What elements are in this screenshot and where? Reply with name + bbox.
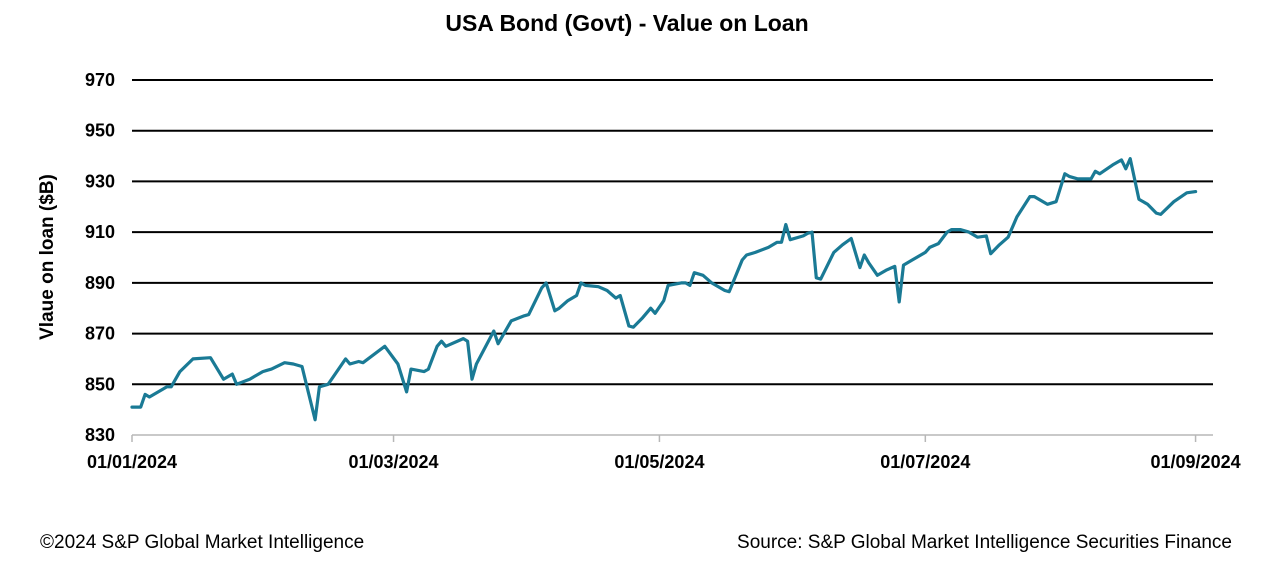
y-tick-label: 870 xyxy=(85,324,115,344)
y-tick-labels: 830 850 870 890 910 930 950 970 xyxy=(85,70,115,445)
grid-lines xyxy=(132,79,1213,386)
copyright-text: ©2024 S&P Global Market Intelligence xyxy=(40,532,365,553)
y-tick-label: 850 xyxy=(85,374,115,394)
series-line xyxy=(130,157,1198,422)
series-layer xyxy=(130,157,1198,422)
x-axis xyxy=(131,434,1213,442)
x-tick-labels: 01/01/2024 01/03/2024 01/05/2024 01/07/2024… xyxy=(87,452,1241,472)
x-tick-label: 01/07/2024 xyxy=(880,452,970,472)
y-tick-label: 970 xyxy=(85,70,115,90)
x-tick-label: 01/05/2024 xyxy=(614,452,704,472)
x-tick-label: 01/03/2024 xyxy=(348,452,438,472)
y-tick-label: 890 xyxy=(85,273,115,293)
source-text: Source: S&P Global Market Intelligence S… xyxy=(737,532,1232,553)
x-tick-label: 01/01/2024 xyxy=(87,452,177,472)
y-tick-label: 910 xyxy=(85,222,115,242)
chart-title: USA Bond (Govt) - Value on Loan xyxy=(445,10,809,36)
x-tick-label: 01/09/2024 xyxy=(1151,452,1241,472)
y-axis-title: Vlaue on loan ($B) xyxy=(37,174,58,340)
y-tick-label: 950 xyxy=(85,121,115,141)
y-tick-label: 830 xyxy=(85,425,115,445)
y-tick-label: 930 xyxy=(85,171,115,191)
